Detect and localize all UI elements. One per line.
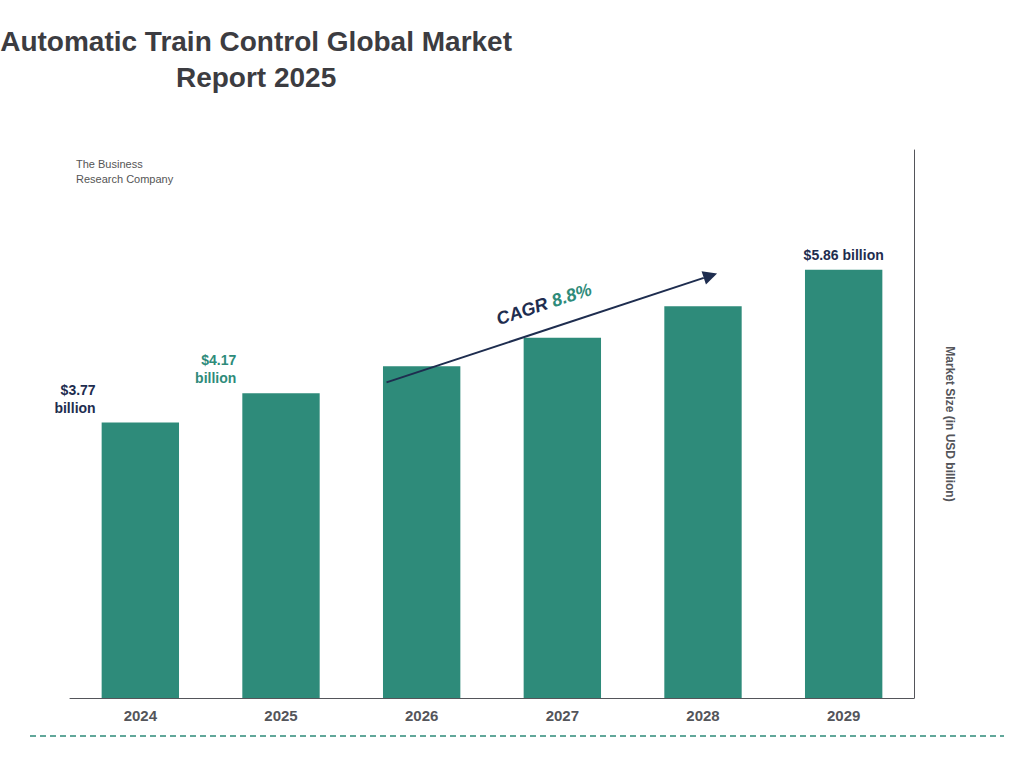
svg-text:billion: billion [54,400,95,416]
svg-text:CAGR: CAGR [494,292,555,329]
svg-text:2026: 2026 [405,707,438,724]
svg-text:2025: 2025 [264,707,297,724]
svg-text:Research Company: Research Company [76,173,174,185]
svg-text:Automatic Train Control Global: Automatic Train Control Global Market [0,26,512,57]
svg-text:$4.17: $4.17 [201,352,236,368]
svg-text:Report 2025: Report 2025 [176,62,336,93]
svg-text:2029: 2029 [827,707,860,724]
svg-text:The Business: The Business [76,158,143,170]
svg-text:Market Size (in USD billion): Market Size (in USD billion) [943,346,957,501]
svg-text:2028: 2028 [686,707,719,724]
svg-text:$3.77: $3.77 [61,382,96,398]
svg-text:$5.86 billion: $5.86 billion [804,247,884,263]
svg-text:2024: 2024 [124,707,158,724]
svg-text:billion: billion [195,370,236,386]
svg-text:2027: 2027 [546,707,579,724]
svg-text:8.8%: 8.8% [549,279,594,311]
